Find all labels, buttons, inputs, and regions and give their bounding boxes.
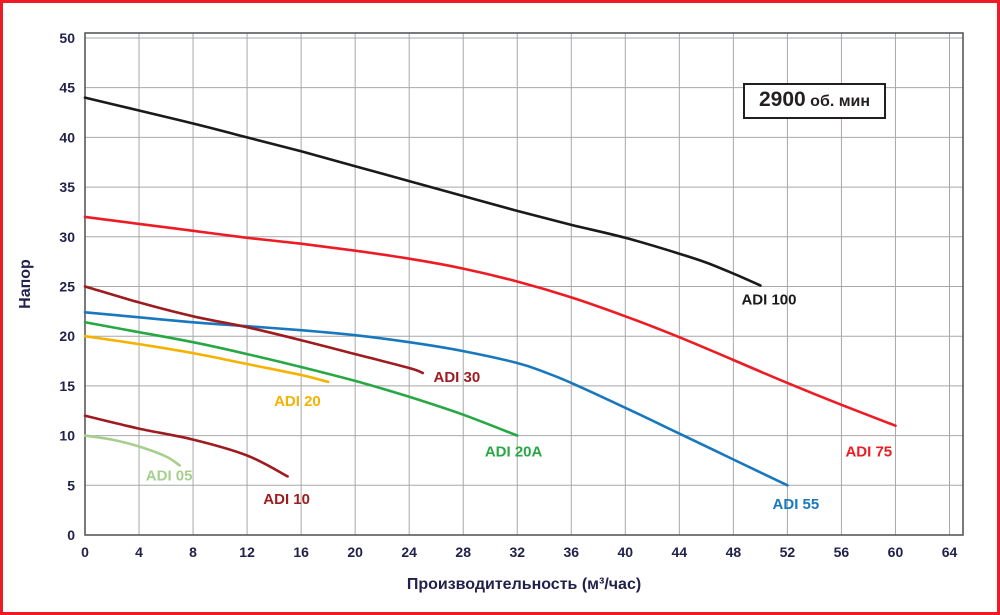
y-tick-label: 40 [59, 129, 75, 145]
x-tick-label: 44 [672, 544, 688, 560]
x-tick-label: 28 [455, 544, 471, 560]
x-tick-label: 56 [834, 544, 850, 560]
series-label-adi-20a: ADI 20A [485, 443, 543, 460]
series-label-adi-75: ADI 75 [845, 443, 892, 460]
x-tick-label: 20 [347, 544, 363, 560]
x-tick-label: 8 [189, 544, 197, 560]
x-tick-label: 4 [135, 544, 143, 560]
series-line-adi-55 [83, 311, 789, 487]
y-axis-title: Напор [17, 259, 34, 309]
x-tick-label: 12 [239, 544, 255, 560]
y-tick-label: 35 [59, 179, 75, 195]
y-tick-label: 0 [67, 527, 75, 543]
series-label-adi-10: ADI 10 [263, 491, 310, 508]
y-tick-label: 5 [67, 477, 75, 493]
x-axis-title: Производительность (м³/час) [407, 576, 641, 593]
x-tick-label: 32 [509, 544, 525, 560]
series-label-adi-05: ADI 05 [146, 467, 193, 484]
rpm-value: 2900 [759, 88, 806, 111]
series-line-adi-30 [83, 285, 424, 375]
tick-labels: 0 4 8 12 16 20 24 28 32 36 40 44 48 52 56 60 64051015202… [59, 30, 957, 560]
x-tick-label: 36 [563, 544, 579, 560]
y-tick-label: 45 [59, 80, 75, 96]
x-tick-label: 24 [401, 544, 417, 560]
x-tick-label: 60 [888, 544, 904, 560]
y-tick-label: 20 [59, 328, 75, 344]
series-label-adi-55: ADI 55 [773, 496, 820, 513]
series-line-adi-20a [83, 320, 519, 437]
x-tick-label: 40 [618, 544, 634, 560]
x-tick-label: 52 [780, 544, 796, 560]
series-label-adi-100: ADI 100 [741, 291, 796, 308]
x-tick-label: 0 [81, 544, 89, 560]
series-line-adi-20 [83, 334, 330, 384]
y-tick-label: 15 [59, 378, 75, 394]
rpm-unit: об. мин [805, 93, 871, 110]
series-label-adi-20: ADI 20 [274, 393, 321, 410]
x-tick-label: 16 [293, 544, 309, 560]
series-line-adi-75 [83, 215, 897, 427]
series-labels: ADI 100 ADI 75 ADI 55 ADI 30 ADI 20 ADI 20A AD… [146, 291, 892, 513]
series-lines [83, 96, 897, 487]
x-tick-label: 64 [942, 544, 958, 560]
plot-border [84, 32, 964, 536]
y-tick-label: 10 [59, 428, 75, 444]
series-label-adi-30: ADI 30 [433, 369, 480, 386]
y-tick-label: 50 [59, 30, 75, 46]
rpm-badge: 2900 об. мин [743, 83, 887, 119]
series-line-adi-10 [83, 414, 289, 478]
x-tick-label: 48 [726, 544, 742, 560]
series-line-adi-100 [83, 96, 762, 287]
series-line-adi-05 [83, 434, 181, 467]
y-tick-label: 30 [59, 229, 75, 245]
y-tick-label: 25 [59, 278, 75, 294]
